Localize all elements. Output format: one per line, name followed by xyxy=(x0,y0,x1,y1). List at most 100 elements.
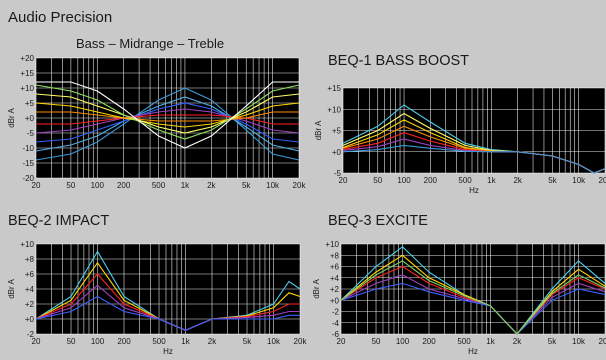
x-tick-label: 10k xyxy=(266,181,280,190)
y-tick-label: +4 xyxy=(25,285,35,294)
y-tick-label: -15 xyxy=(22,159,34,168)
chart-beq1-bass-boost: +15 +10 +5 +0 -520 50 100 200 500 1k 2k 5k 10k 20k dBr… xyxy=(314,84,606,195)
brand-title: Audio Precision xyxy=(8,9,113,26)
x-tick-label: 1k xyxy=(181,181,190,190)
x-tick-label: 1k xyxy=(486,337,495,346)
y-tick-label: +4 xyxy=(330,274,340,283)
grid xyxy=(35,243,301,335)
series-line xyxy=(35,87,300,161)
x-tick-label: 10k xyxy=(267,337,281,346)
x-tick-label: 20 xyxy=(339,176,348,185)
y-axis-label: dBr A xyxy=(7,108,16,128)
series-line xyxy=(36,111,299,122)
x-tick-label: 20k xyxy=(294,337,308,346)
series-line xyxy=(35,295,300,331)
series-line xyxy=(35,93,300,134)
y-tick-label: +15 xyxy=(20,69,34,78)
y-tick-label: +2 xyxy=(330,285,340,294)
x-tick-label: 2k xyxy=(513,176,522,185)
series-line xyxy=(340,254,606,335)
y-tick-label: +10 xyxy=(20,84,34,93)
series-line xyxy=(35,84,300,140)
y-tick-label: +10 xyxy=(325,240,339,249)
y-tick-label: -5 xyxy=(27,129,35,138)
x-tick-label: 50 xyxy=(66,181,75,190)
y-tick-label: +10 xyxy=(327,105,341,114)
x-tick-label: 50 xyxy=(372,337,381,346)
x-tick-label: 10k xyxy=(572,337,586,346)
series-line xyxy=(35,102,300,143)
x-tick-label: 200 xyxy=(117,181,131,190)
y-tick-label: +2 xyxy=(25,300,35,309)
series-line xyxy=(36,114,299,125)
x-tick-label: 100 xyxy=(396,337,410,346)
chart2-title: BEQ-1 BASS BOOST xyxy=(328,53,470,69)
y-tick-label: -10 xyxy=(22,144,34,153)
y-axis-label: dBr A xyxy=(7,279,16,299)
y-tick-label: +6 xyxy=(25,270,35,279)
x-tick-label: 5k xyxy=(243,337,252,346)
y-tick-label: +5 xyxy=(25,99,35,108)
x-tick-label: 500 xyxy=(152,181,166,190)
x-tick-label: 5k xyxy=(548,337,557,346)
x-tick-label: 50 xyxy=(67,337,76,346)
y-axis-label: dBr A xyxy=(314,120,323,140)
series-line xyxy=(340,274,606,335)
y-tick-label: +8 xyxy=(330,251,340,260)
x-tick-label: 20 xyxy=(32,181,41,190)
x-tick-label: 20k xyxy=(293,181,307,190)
x-tick-label: 20k xyxy=(599,176,606,185)
series-line xyxy=(35,108,300,134)
x-tick-label: 5k xyxy=(548,176,557,185)
x-tick-label: 500 xyxy=(457,337,471,346)
x-tick-label: 200 xyxy=(424,176,438,185)
series-line xyxy=(35,96,300,152)
y-tick-label: -20 xyxy=(22,174,34,183)
y-tick-label: +0 xyxy=(25,315,35,324)
series-line xyxy=(340,260,606,335)
x-tick-label: 1k xyxy=(181,337,190,346)
x-tick-label: 200 xyxy=(117,337,131,346)
x-tick-label: 200 xyxy=(422,337,436,346)
y-tick-label: +10 xyxy=(20,240,34,249)
y-tick-label: +20 xyxy=(20,54,34,63)
y-tick-label: +5 xyxy=(332,127,342,136)
y-tick-label: +8 xyxy=(25,255,35,264)
y-tick-label: +0 xyxy=(332,148,342,157)
x-axis-label: Hz xyxy=(468,347,478,356)
y-tick-label: +15 xyxy=(327,84,341,93)
y-tick-label: +0 xyxy=(330,296,340,305)
x-tick-label: 500 xyxy=(152,337,166,346)
chart3-title: BEQ-2 IMPACT xyxy=(8,213,110,229)
y-tick-label: -2 xyxy=(332,308,340,317)
chart1-subtitle: Bass – Midrange – Treble xyxy=(76,36,225,51)
x-tick-label: 1k xyxy=(487,176,496,185)
y-tick-label: -4 xyxy=(332,319,340,328)
chart-beq3-excite: +10 +8 +6 +4 +2 +0 -2 -4 -620 50 100 200 500 1k 2k 5k 10… xyxy=(312,240,606,356)
x-tick-label: 20 xyxy=(337,337,346,346)
x-tick-label: 2k xyxy=(207,181,216,190)
y-tick-label: -5 xyxy=(334,169,342,178)
x-tick-label: 20 xyxy=(32,337,41,346)
x-tick-label: 50 xyxy=(373,176,382,185)
x-tick-label: 2k xyxy=(208,337,217,346)
y-tick-label: +0 xyxy=(25,114,35,123)
series-line xyxy=(342,144,606,174)
x-tick-label: 500 xyxy=(458,176,472,185)
chart4-title: BEQ-3 EXCITE xyxy=(328,213,428,229)
chart-beq2-impact: +10 +8 +6 +4 +2 +0 -220 50 100 200 500 1k 2k 5k 10k 20k… xyxy=(7,240,308,356)
x-axis-label: Hz xyxy=(469,186,479,195)
x-tick-label: 5k xyxy=(242,181,251,190)
y-tick-label: +6 xyxy=(330,263,340,272)
x-tick-label: 20k xyxy=(599,337,606,346)
series-line xyxy=(36,81,299,149)
x-tick-label: 10k xyxy=(572,176,586,185)
y-tick-label: -6 xyxy=(332,330,340,339)
series-line xyxy=(340,265,606,335)
x-tick-label: 100 xyxy=(397,176,411,185)
x-axis-label: Hz xyxy=(163,347,173,356)
x-tick-label: 100 xyxy=(91,181,105,190)
y-tick-label: -2 xyxy=(27,330,35,339)
x-tick-label: 2k xyxy=(513,337,522,346)
